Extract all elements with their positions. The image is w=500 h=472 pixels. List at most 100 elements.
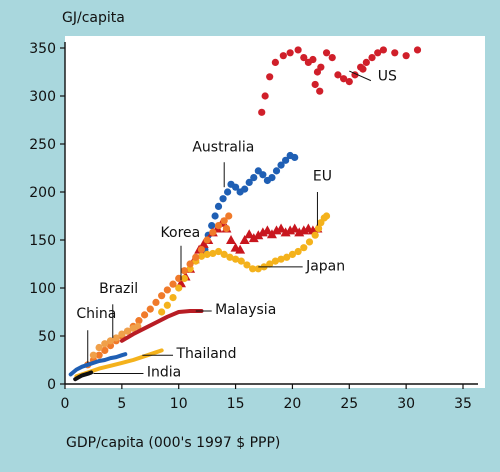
data-point	[291, 153, 299, 162]
data-point	[231, 255, 240, 263]
series-japan	[158, 212, 331, 316]
data-point	[241, 185, 249, 193]
data-point	[169, 280, 177, 288]
data-point	[248, 233, 259, 243]
y-tick-label: 300	[29, 89, 56, 105]
data-point	[262, 225, 273, 235]
data-point	[95, 351, 103, 359]
data-point	[197, 246, 206, 254]
data-point	[340, 75, 348, 83]
data-point	[158, 308, 166, 316]
axes: 0 50 100 150 200 250 300 350 0 5 10 15 20 25 30 35	[29, 41, 478, 412]
data-point	[286, 49, 294, 57]
data-point	[186, 260, 194, 268]
data-point	[106, 337, 115, 345]
data-point	[245, 178, 253, 186]
x-tick-label: 5	[117, 396, 126, 412]
data-point	[311, 80, 319, 89]
data-point	[374, 49, 382, 57]
series-china	[68, 352, 128, 377]
series-india	[73, 370, 94, 382]
data-point	[413, 46, 422, 54]
data-point	[231, 183, 240, 191]
data-point	[163, 286, 171, 294]
x-tick-label: 0	[61, 396, 70, 412]
x-tick-label: 20	[284, 396, 302, 412]
data-point	[211, 212, 219, 220]
data-point	[328, 54, 336, 62]
data-point	[402, 52, 410, 60]
data-point	[289, 223, 300, 233]
y-tick-label: 150	[29, 233, 56, 249]
data-point	[277, 255, 285, 263]
data-point	[294, 46, 302, 54]
data-point	[208, 222, 216, 230]
series-line	[73, 370, 94, 382]
data-point	[362, 58, 370, 66]
data-point	[279, 52, 287, 60]
data-point	[203, 250, 211, 258]
data-point	[180, 274, 188, 282]
series-line	[68, 352, 128, 377]
x-tick-label: 15	[227, 396, 245, 412]
data-point	[300, 244, 308, 252]
data-point	[271, 58, 279, 66]
data-point	[214, 222, 223, 230]
data-point	[244, 229, 255, 239]
x-tick-label: 30	[397, 396, 415, 412]
data-point	[197, 252, 206, 260]
data-point	[134, 322, 142, 330]
data-point	[282, 156, 290, 164]
series-label: Japan	[305, 259, 345, 275]
data-point	[294, 247, 302, 256]
data-point	[288, 250, 297, 258]
series-brazil	[89, 322, 142, 359]
data-point	[271, 257, 279, 265]
data-point	[146, 305, 154, 313]
data-point	[253, 230, 264, 240]
data-point	[379, 46, 387, 54]
data-point	[261, 92, 269, 100]
data-point	[175, 284, 183, 292]
data-point	[243, 261, 251, 269]
data-point	[237, 257, 245, 265]
data-point	[305, 238, 314, 246]
data-marks	[68, 46, 422, 382]
data-point	[250, 174, 258, 182]
data-point	[152, 298, 160, 306]
series-malaysia	[119, 309, 204, 343]
data-point	[266, 260, 274, 268]
data-point	[222, 224, 231, 233]
data-point	[89, 351, 98, 359]
data-point	[368, 54, 376, 62]
series-label: India	[147, 364, 181, 380]
data-point	[220, 217, 228, 225]
data-point	[163, 301, 171, 309]
y-tick-label: 200	[29, 185, 56, 201]
data-point	[209, 249, 217, 258]
data-point	[311, 231, 319, 239]
series-label: Brazil	[99, 281, 138, 297]
series-label: Korea	[161, 225, 201, 241]
series-label: Thailand	[175, 346, 236, 362]
data-point	[283, 253, 291, 261]
data-point	[239, 235, 250, 244]
data-point	[224, 188, 232, 196]
data-point	[276, 223, 287, 233]
x-tick-label: 25	[340, 396, 358, 412]
series-line	[119, 309, 204, 343]
data-point	[214, 202, 223, 210]
data-point	[226, 253, 234, 261]
y-tick-label: 350	[29, 41, 56, 57]
data-point	[226, 235, 237, 244]
y-tick-label: 100	[29, 281, 56, 297]
data-point	[322, 49, 331, 57]
series-label: EU	[313, 168, 332, 184]
series-us	[258, 46, 422, 116]
data-point	[235, 244, 246, 254]
data-point	[258, 108, 266, 116]
data-point	[141, 311, 149, 319]
data-point	[300, 54, 308, 62]
data-point	[277, 161, 285, 169]
